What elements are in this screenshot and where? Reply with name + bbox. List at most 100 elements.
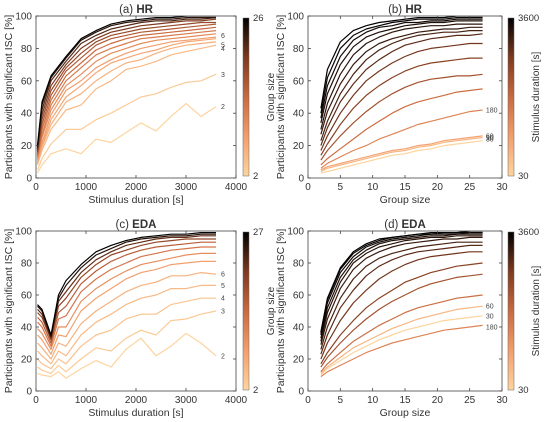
- series-line-2400: [320, 23, 483, 130]
- y-tick-label: 0: [298, 174, 304, 185]
- series-line-90: [320, 135, 483, 171]
- series-line-600: [320, 73, 483, 161]
- series-line-3300: [320, 17, 483, 114]
- series-line-3: [37, 310, 217, 374]
- series-line-1500: [320, 33, 483, 146]
- series-line-300: [320, 88, 483, 166]
- series-annotation: 2: [221, 104, 225, 111]
- series-line-2100: [320, 26, 483, 135]
- series-line-2700: [320, 233, 483, 339]
- series-line-2700: [320, 20, 483, 124]
- y-axis-label: Participants with significant ISC [%]: [275, 15, 287, 180]
- colorbar: [242, 231, 250, 391]
- y-tick-label: 20: [21, 141, 33, 152]
- panel-title-bold: HR: [136, 4, 153, 16]
- x-tick-label: 0: [33, 182, 39, 193]
- x-tick-label: 15: [399, 395, 411, 406]
- series-line-300: [320, 294, 483, 373]
- series-line-3: [36, 73, 217, 171]
- x-tick-label: 20: [432, 395, 444, 406]
- series-annotation: 30: [486, 137, 494, 144]
- series-annotation: 6: [221, 33, 225, 40]
- series-line-6: [36, 41, 217, 164]
- series-line-27: [37, 232, 216, 336]
- series-annotation: 4: [221, 46, 225, 53]
- series-line-2: [36, 102, 217, 174]
- series-line-3000: [320, 232, 483, 336]
- colorbar: [507, 17, 515, 177]
- series-line-13: [37, 246, 216, 347]
- panel-title-bold: EDA: [401, 219, 425, 231]
- colorbar-min-label: 30: [518, 385, 529, 396]
- y-tick-label: 0: [26, 387, 32, 398]
- x-axis-label: Stimulus duration [s]: [88, 407, 183, 419]
- x-tick-label: 1000: [75, 182, 98, 193]
- x-tick-label: 10: [367, 182, 379, 193]
- panel-title-prefix: (d): [384, 219, 401, 231]
- panel-d: 0 5 10 15 20 25 30 0 20 40 60 80 100 Group size Partic…: [275, 219, 542, 419]
- colorbar-max-label: 3600: [518, 227, 539, 238]
- y-tick-label: 60: [21, 76, 33, 87]
- y-axis-label: Participants with significant ISC [%]: [275, 229, 287, 394]
- series-line-12: [36, 30, 217, 158]
- series-line-18: [36, 21, 216, 153]
- y-tick-label: 20: [293, 141, 305, 152]
- series-line-3600: [320, 231, 483, 332]
- x-axis-label: Stimulus duration [s]: [88, 194, 183, 206]
- series-annotation: 180: [486, 107, 498, 114]
- series-group: [37, 232, 217, 379]
- y-tick-label: 100: [15, 227, 32, 238]
- y-tick-label: 80: [21, 259, 33, 270]
- series-line-5: [36, 44, 217, 166]
- series-annotation: 3: [221, 309, 225, 316]
- x-tick-label: 15: [399, 182, 411, 193]
- x-tick-label: 20: [432, 182, 444, 193]
- series-annotation: 2: [221, 353, 225, 360]
- colorbar-min-label: 30: [518, 171, 529, 182]
- x-axis-label: Group size: [380, 407, 431, 419]
- series-annotation: 4: [221, 296, 225, 303]
- series-line-30: [320, 315, 483, 376]
- colorbar-min-label: 2: [253, 171, 258, 182]
- y-tick-label: 60: [293, 291, 305, 302]
- series-annotation: 60: [486, 133, 494, 140]
- series-line-1800: [320, 241, 483, 350]
- y-tick-label: 60: [21, 291, 33, 302]
- x-tick-label: 30: [496, 182, 508, 193]
- panel-b: 0 5 10 15 20 25 30 0 20 40 60 80 100 Group size Partic…: [275, 4, 542, 206]
- colorbar-label: Group size: [266, 72, 277, 121]
- series-group: [320, 231, 483, 378]
- series-line-1200: [320, 42, 483, 151]
- y-axis-label: Participants with significant ISC [%]: [3, 229, 15, 394]
- colorbar-label: Stimulus duration [s]: [531, 51, 542, 142]
- colorbar: [242, 17, 250, 177]
- series-line-2: [37, 332, 217, 379]
- series-annotation: 3: [221, 72, 225, 79]
- x-tick-label: 2000: [125, 182, 148, 193]
- series-line-7: [36, 38, 217, 162]
- y-tick-label: 100: [287, 12, 304, 23]
- y-tick-label: 0: [298, 387, 304, 398]
- series-line-5: [37, 284, 216, 365]
- x-tick-label: 4000: [225, 182, 248, 193]
- series-annotation: 30: [486, 313, 494, 320]
- y-tick-label: 20: [21, 355, 33, 366]
- series-line-60: [320, 305, 483, 374]
- series-line-2100: [320, 236, 483, 345]
- y-tick-label: 80: [21, 44, 33, 55]
- series-line-22: [36, 17, 217, 149]
- x-tick-label: 0: [305, 182, 311, 193]
- y-tick-label: 100: [287, 227, 304, 238]
- series-line-8: [37, 260, 216, 355]
- series-group: [320, 16, 483, 174]
- series-line-10: [36, 33, 217, 159]
- colorbar-label: Group size: [266, 286, 277, 335]
- series-line-2400: [320, 235, 483, 342]
- series-line-6: [37, 272, 217, 360]
- y-tick-label: 40: [21, 323, 33, 334]
- series-line-180: [320, 109, 483, 169]
- colorbar-min-label: 2: [253, 385, 258, 396]
- colorbar-max-label: 27: [253, 227, 264, 238]
- x-tick-label: 25: [464, 395, 476, 406]
- series-annotation: 180: [486, 325, 498, 332]
